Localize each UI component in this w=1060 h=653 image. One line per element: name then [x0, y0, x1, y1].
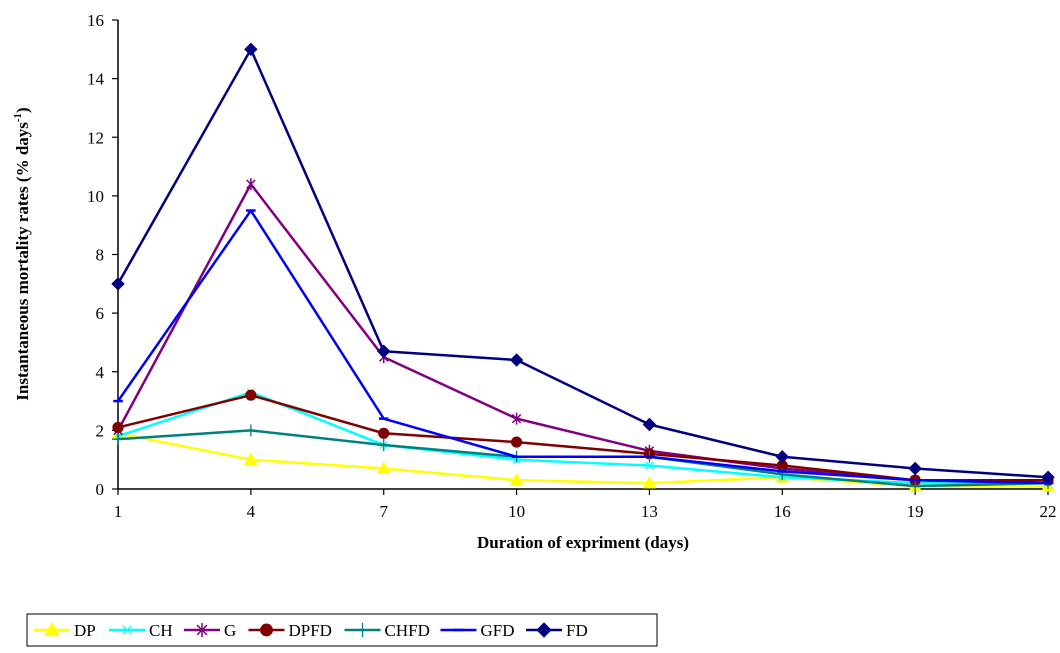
data-point-dp: [376, 461, 391, 474]
series-line-gfd: [116, 209, 1049, 485]
y-ticks: 0 2 4 6 8 10 12 14 16: [87, 11, 118, 499]
legend-label: G: [224, 621, 236, 640]
data-point-fd: [244, 42, 258, 57]
data-point-g: [511, 412, 522, 425]
y-tick-label: 2: [96, 421, 105, 440]
legend-label: GFD: [481, 621, 515, 640]
y-axis-title-main: Instantaneous mortality rates (% days: [13, 122, 32, 401]
series-gfd: [113, 209, 1053, 485]
y-tick-label: 16: [87, 11, 104, 30]
data-point-dpfd: [378, 427, 390, 439]
series-line-g: [116, 182, 1048, 482]
data-point-fd: [509, 353, 524, 367]
data-point-chfd: [112, 433, 124, 446]
x-tick-label: 19: [907, 502, 924, 521]
series-ch: [113, 388, 1053, 488]
x-tick-label: 10: [508, 502, 525, 521]
legend-item-fd: FD: [526, 621, 588, 640]
x-tick-label: 1: [114, 502, 123, 521]
y-axis-title: Instantaneous mortality rates (% days-1): [12, 107, 32, 400]
y-tick-label: 10: [87, 187, 104, 206]
x-tick-label: 13: [641, 502, 658, 521]
data-point-chfd: [244, 424, 257, 437]
legend-item-chfd: CHFD: [344, 621, 430, 640]
data-point-dpfd: [112, 421, 124, 434]
series-line-fd: [116, 48, 1049, 479]
legend-swatch-marker: [536, 622, 552, 638]
y-tick-label: 8: [96, 246, 105, 265]
x-tick-label: 16: [774, 502, 791, 521]
data-point-fd: [111, 277, 125, 291]
legend-label: FD: [566, 621, 588, 640]
data-point-dp: [509, 473, 524, 486]
y-tick-label: 14: [87, 70, 105, 89]
x-tick-label: 4: [247, 502, 256, 521]
data-point-fd: [642, 417, 657, 432]
y-tick-label: 12: [87, 128, 104, 147]
x-ticks: 1 4 7 10 13 16 19 22: [114, 489, 1057, 521]
data-point-fd: [775, 450, 789, 464]
legend-item-dpfd: DPFD: [248, 621, 332, 640]
y-axis-title-suffix: ): [13, 107, 32, 113]
axes: [117, 20, 1048, 490]
data-point-g: [246, 178, 256, 191]
legend-label: DP: [74, 621, 96, 640]
x-tick-label: 22: [1040, 502, 1057, 521]
y-axis-title-superscript: -1: [12, 113, 24, 122]
data-point-dpfd: [245, 389, 257, 401]
series-line-ch: [117, 391, 1048, 485]
series-g: [113, 178, 1053, 487]
legend-item-gfd: GFD: [440, 621, 515, 640]
legend-swatch-marker: [355, 623, 370, 637]
legend-item-ch: CH: [109, 621, 173, 640]
data-point-dp: [244, 452, 258, 465]
legend: DP CH G DPFD CHFD GFD FD: [26, 613, 658, 647]
data-point-chfd: [377, 439, 390, 452]
legend-label: CHFD: [385, 621, 430, 640]
data-point-chfd: [909, 480, 922, 493]
series-line-chfd: [117, 429, 1049, 488]
y-tick-label: 4: [96, 363, 105, 382]
data-point-dpfd: [510, 436, 523, 448]
data-point-fd: [377, 344, 391, 358]
legend-swatch-marker: [44, 621, 60, 637]
data-point-fd: [1041, 470, 1055, 484]
legend-label: DPFD: [289, 621, 332, 640]
data-point-dp: [642, 476, 657, 489]
data-point-ch: [645, 461, 654, 470]
data-point-fd: [908, 461, 922, 476]
x-axis-title: Duration of expriment (days): [477, 533, 689, 552]
legend-swatch-marker: [260, 623, 273, 637]
legend-swatch-marker: [196, 623, 208, 637]
y-tick-label: 6: [96, 304, 105, 323]
series-line-dp: [117, 432, 1048, 488]
legend-item-dp: DP: [34, 621, 96, 640]
legend-label: CH: [149, 621, 173, 640]
y-tick-label: 0: [96, 480, 105, 499]
series-group: [111, 42, 1055, 493]
x-tick-label: 7: [379, 502, 388, 521]
legend-item-g: G: [184, 621, 236, 640]
series-fd: [111, 42, 1055, 484]
legend-swatch-marker: [122, 625, 132, 635]
